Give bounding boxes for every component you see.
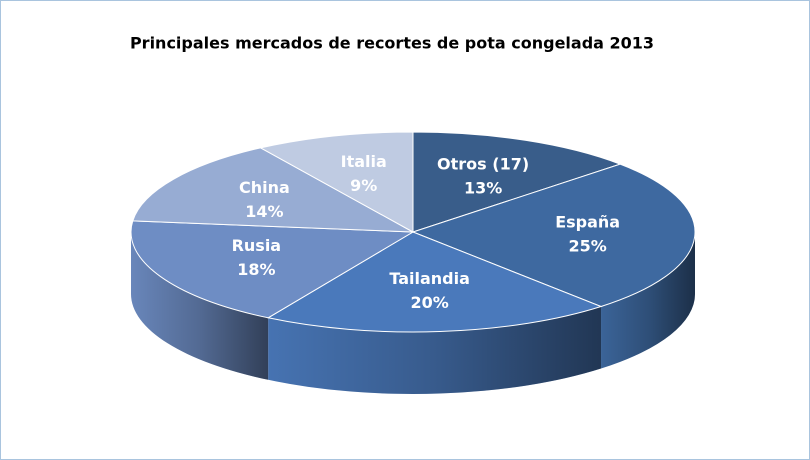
slice-side-shade bbox=[131, 232, 269, 380]
slice-value-label: 20% bbox=[410, 293, 448, 312]
slice-value-label: 9% bbox=[350, 176, 377, 195]
chart-title: Principales mercados de recortes de pota… bbox=[130, 34, 654, 53]
slice-label: Otros (17) bbox=[437, 155, 529, 174]
slice-label: China bbox=[239, 178, 290, 197]
slice bbox=[411, 163, 696, 308]
pie: Otros (17) 13% España 25% Tailandia 20% Rusia 1… bbox=[130, 131, 696, 394]
slice bbox=[412, 131, 622, 233]
slice-value-label: 13% bbox=[464, 179, 502, 198]
slice-value-label: 25% bbox=[568, 236, 606, 255]
slice bbox=[259, 131, 414, 233]
slice bbox=[132, 147, 414, 233]
slice-value-label: 14% bbox=[245, 202, 283, 221]
slice-label: Rusia bbox=[232, 236, 282, 255]
slice-side-shade bbox=[268, 306, 602, 394]
slice-label: Italia bbox=[341, 152, 387, 171]
slice-side-shade bbox=[601, 232, 695, 369]
slice-label: España bbox=[555, 212, 620, 231]
slice bbox=[266, 231, 603, 333]
slice-label: Tailandia bbox=[389, 269, 470, 288]
slice bbox=[130, 220, 415, 319]
slice-value-label: 18% bbox=[237, 260, 275, 279]
